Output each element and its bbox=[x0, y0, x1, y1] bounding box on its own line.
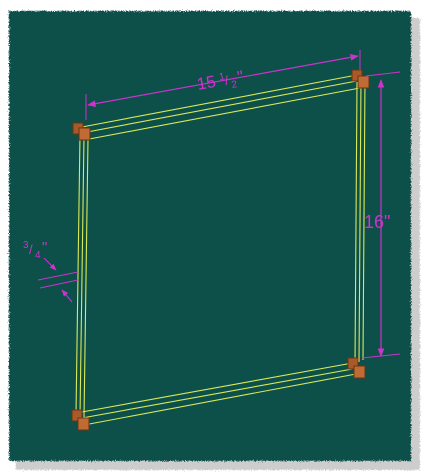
thickness-label-numerator: 3 bbox=[23, 240, 29, 251]
thickness-extension-bottom bbox=[39, 279, 79, 289]
bottom-rail-edge-outer bbox=[81, 361, 359, 413]
left-stile-edge-mid bbox=[79, 135, 85, 417]
thickness-label-denominator: 4 bbox=[35, 250, 41, 261]
width-label-denominator: 2 bbox=[231, 79, 239, 91]
thickness-label-slash: / bbox=[29, 242, 33, 257]
frame-rails bbox=[75, 73, 366, 426]
thickness-arrow-top bbox=[43, 257, 57, 271]
width-label-inch-mark: " bbox=[236, 67, 245, 87]
width-label-whole: 15 bbox=[195, 72, 217, 94]
corner-block-top-left bbox=[72, 122, 91, 141]
width-label-numerator: 1 bbox=[218, 71, 226, 83]
bottom-rail-edge-inner bbox=[83, 373, 357, 426]
left-stile-edge-outer bbox=[75, 133, 81, 415]
thickness-extension-top bbox=[37, 271, 79, 281]
width-label-slash: / bbox=[223, 73, 230, 88]
width-dimension: 15 1 / 2 " bbox=[85, 50, 361, 120]
height-extension-top bbox=[365, 71, 401, 77]
right-stile-edge-outer bbox=[354, 81, 358, 365]
right-stile-edge-inner bbox=[362, 77, 366, 361]
left-stile-edge-inner bbox=[83, 138, 89, 419]
width-dimension-line bbox=[87, 54, 359, 107]
corner-block-bottom-right bbox=[347, 357, 366, 379]
bottom-rail-edge-mid bbox=[81, 367, 359, 419]
height-dimension: 16" bbox=[361, 71, 401, 359]
thickness-arrow-bottom bbox=[61, 289, 73, 303]
thickness-dimension: 3 / 4 " bbox=[23, 239, 79, 303]
right-stile-edge-mid bbox=[358, 79, 362, 363]
corner-block-bottom-left bbox=[71, 409, 90, 431]
height-label: 16" bbox=[364, 212, 390, 232]
thickness-label-inch-mark: " bbox=[42, 239, 47, 256]
